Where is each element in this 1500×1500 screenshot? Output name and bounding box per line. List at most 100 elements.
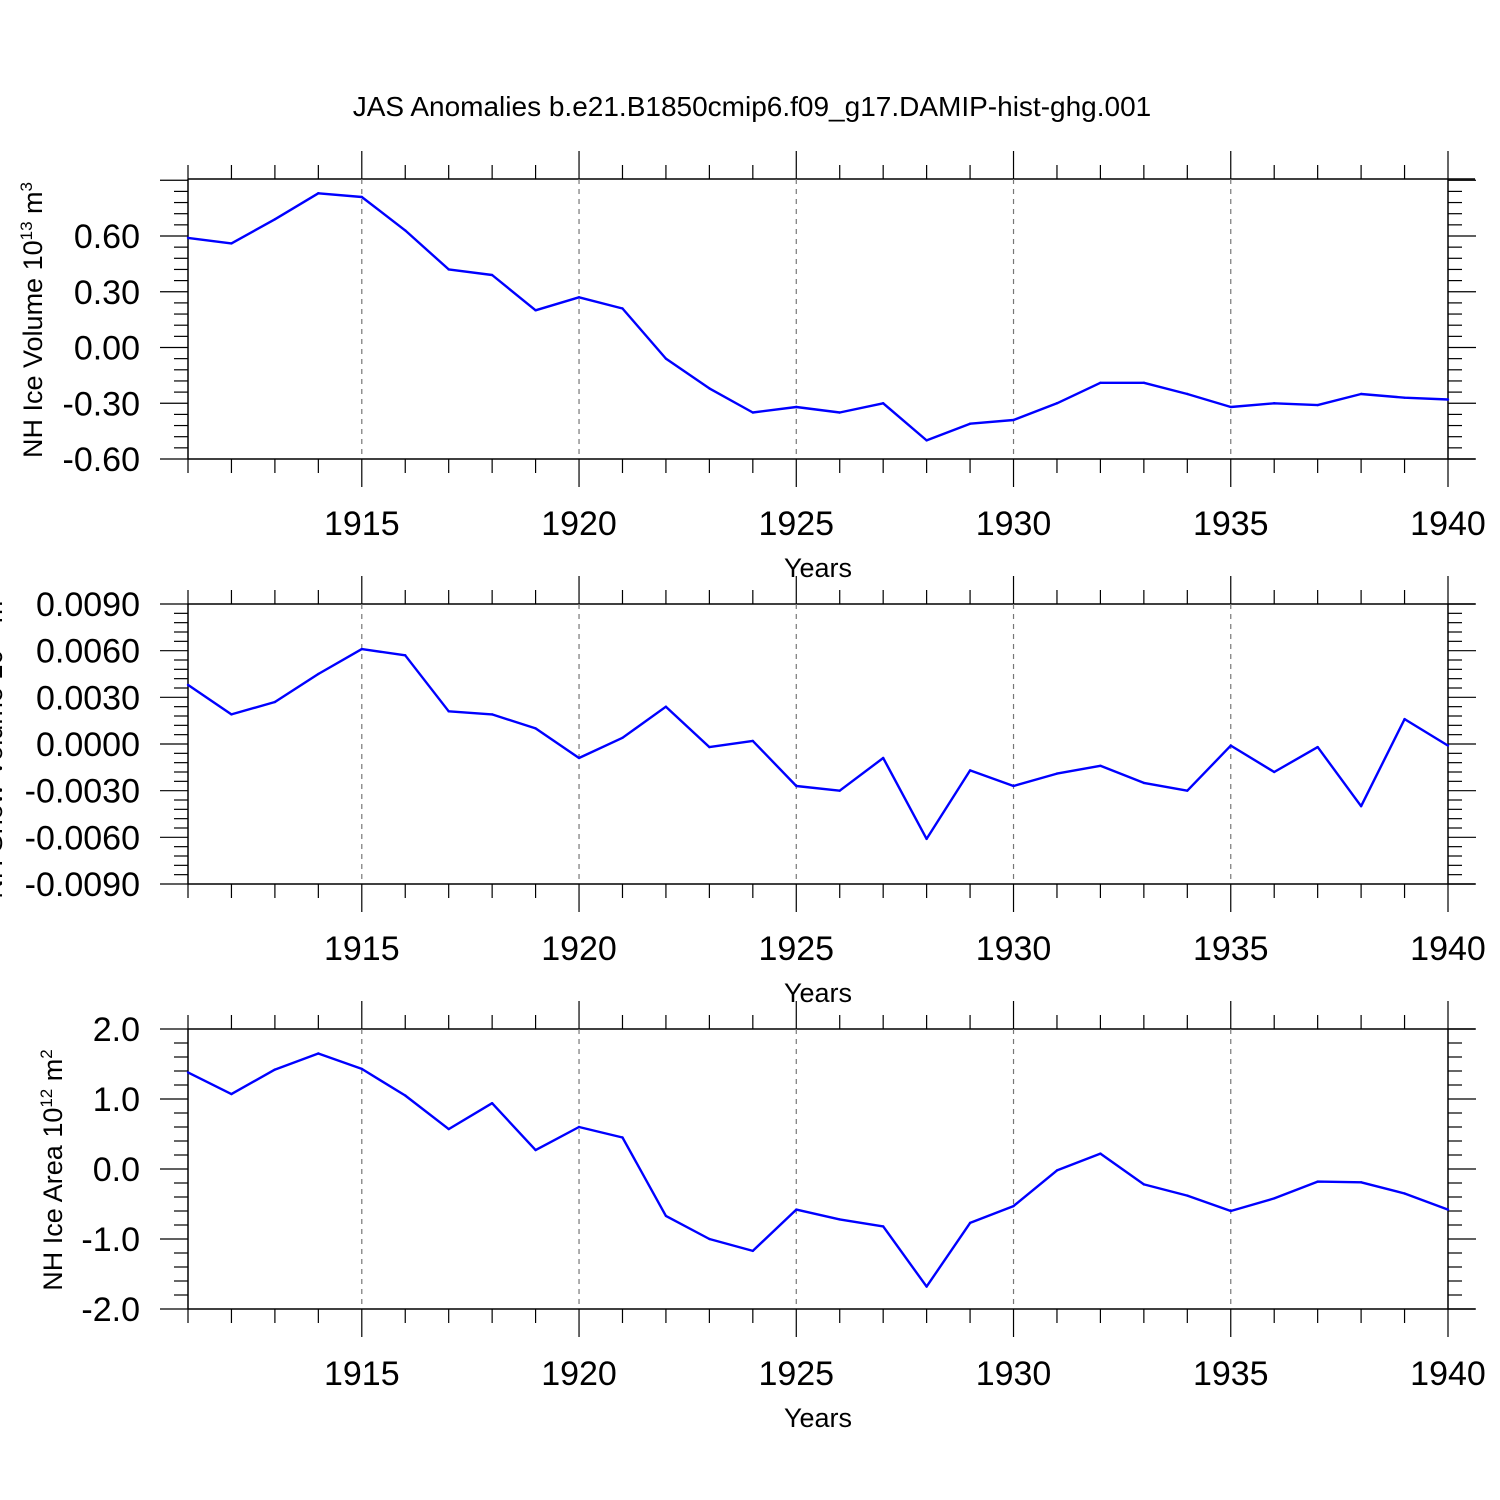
x-tick-label: 1935	[1193, 505, 1269, 543]
y-tick-label: 0.0060	[36, 633, 140, 671]
data-point	[1012, 418, 1015, 422]
y-tick-label: 0.0030	[36, 679, 140, 717]
data-point	[1403, 1192, 1406, 1195]
panel-1: 0.60 0.30 0.00 -0.30 -0.60 1915 1920 1925 1930 19…	[17, 151, 1486, 583]
y-tick-label: -0.60	[63, 441, 141, 479]
x-tick-label: 1930	[976, 505, 1052, 543]
data-point	[1273, 770, 1276, 774]
data-point	[1446, 398, 1450, 401]
data-point	[1012, 784, 1015, 788]
x-tick-label: 1925	[758, 930, 834, 968]
data-point	[664, 705, 668, 708]
x-tick-label: 1920	[541, 505, 617, 543]
data-point	[273, 700, 277, 704]
data-point	[881, 1225, 885, 1228]
data-point	[534, 1148, 537, 1152]
data-point	[664, 357, 668, 360]
x-axis-label: Years	[784, 978, 852, 1008]
data-point	[186, 1071, 190, 1074]
data-point	[1099, 381, 1102, 385]
data-point	[1055, 1169, 1059, 1172]
data-point	[621, 736, 624, 739]
data-point	[186, 236, 190, 240]
data-point	[925, 439, 928, 442]
data-point	[708, 387, 711, 390]
x-tick-label: 1935	[1193, 1355, 1269, 1393]
data-point	[230, 1092, 233, 1096]
series-line	[187, 192, 1449, 442]
data-point	[795, 1208, 798, 1211]
data-point	[577, 1125, 581, 1129]
x-tick-label: 1915	[324, 1355, 400, 1393]
data-point	[447, 268, 450, 271]
data-point	[534, 727, 537, 730]
data-point	[577, 296, 581, 299]
data-point	[1403, 396, 1406, 399]
data-point	[795, 784, 798, 788]
y-tick-label: 0.60	[74, 218, 140, 256]
x-axis-label: Years	[784, 553, 852, 583]
x-tick-label: 1925	[758, 1355, 834, 1393]
data-point	[186, 683, 190, 687]
x-tick-label: 1940	[1410, 930, 1486, 968]
y-tick-label: -0.0030	[25, 773, 140, 811]
y-tick-label: -1.0	[81, 1221, 140, 1259]
data-point	[1142, 381, 1146, 385]
data-point	[968, 769, 972, 772]
y-axis-label: NH Snow Volume 1013 m3	[0, 591, 8, 899]
y-tick-label: 0.30	[74, 274, 140, 312]
data-point	[1273, 402, 1276, 405]
y-tick-label: 0.0090	[36, 586, 140, 624]
data-point	[360, 647, 363, 651]
data-point	[1229, 744, 1232, 747]
x-tick-label: 1940	[1410, 505, 1486, 543]
x-tick-label: 1930	[976, 930, 1052, 968]
data-point	[447, 1127, 450, 1131]
data-point	[621, 1136, 624, 1139]
y-tick-label: 1.0	[93, 1081, 140, 1119]
data-point	[1316, 745, 1319, 749]
y-tick-label: 0.0	[93, 1151, 140, 1189]
data-point	[360, 195, 363, 199]
y-tick-label: -0.0060	[25, 819, 140, 857]
x-tick-label: 1920	[541, 930, 617, 968]
data-point	[317, 192, 320, 195]
data-point	[360, 1067, 363, 1071]
data-point	[1142, 781, 1146, 785]
data-point	[708, 745, 711, 749]
panel-2: 0.0090 0.0060 0.0030 0.0000 -0.0030 -0.0060 -0…	[0, 576, 1486, 1008]
data-point	[968, 422, 972, 425]
data-point	[317, 1052, 320, 1055]
data-point	[404, 1094, 407, 1097]
series-line	[187, 1052, 1449, 1288]
data-point	[577, 756, 581, 760]
y-axis-label: NH Ice Volume 1013 m3	[17, 182, 48, 458]
data-point	[1403, 717, 1406, 721]
data-point	[881, 402, 885, 405]
data-point	[1359, 805, 1363, 808]
data-point	[1316, 1180, 1319, 1183]
data-point	[1446, 1208, 1450, 1211]
data-point	[1359, 1181, 1363, 1184]
x-axis-label: Years	[784, 1403, 852, 1433]
data-point	[1055, 402, 1059, 405]
data-point	[404, 229, 407, 232]
data-point	[273, 218, 277, 221]
data-point	[1186, 1194, 1189, 1197]
data-point	[1229, 1209, 1232, 1213]
data-point	[1142, 1183, 1146, 1186]
data-point	[230, 713, 233, 716]
data-point	[621, 307, 624, 310]
y-tick-label: 2.0	[93, 1011, 140, 1049]
data-point	[273, 1068, 277, 1071]
data-point	[751, 411, 755, 414]
x-tick-label: 1935	[1193, 930, 1269, 968]
x-tick-label: 1915	[324, 930, 400, 968]
data-point	[1012, 1204, 1015, 1208]
data-point	[838, 411, 841, 414]
x-tick-label: 1940	[1410, 1355, 1486, 1393]
data-point	[708, 1237, 711, 1241]
data-point	[404, 654, 407, 657]
data-point	[838, 1218, 841, 1221]
